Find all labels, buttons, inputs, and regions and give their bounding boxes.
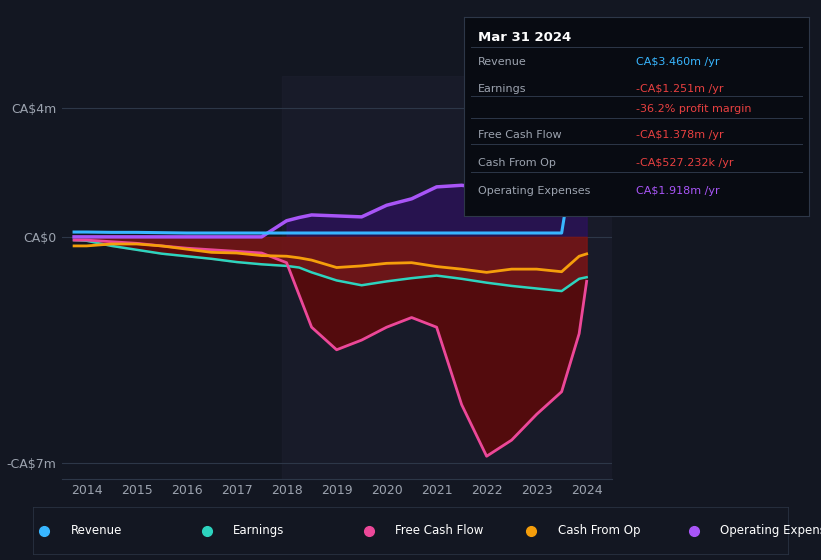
Text: Cash From Op: Cash From Op bbox=[557, 524, 640, 537]
Text: Operating Expenses: Operating Expenses bbox=[478, 186, 590, 196]
Text: Operating Expenses: Operating Expenses bbox=[720, 524, 821, 537]
Text: Revenue: Revenue bbox=[478, 57, 526, 67]
Bar bbox=[282, 76, 612, 479]
Text: Earnings: Earnings bbox=[478, 85, 526, 95]
Text: -36.2% profit margin: -36.2% profit margin bbox=[636, 104, 752, 114]
Text: Revenue: Revenue bbox=[71, 524, 122, 537]
Text: -CA$527.232k /yr: -CA$527.232k /yr bbox=[636, 158, 734, 168]
Text: -CA$1.251m /yr: -CA$1.251m /yr bbox=[636, 85, 724, 95]
Text: Earnings: Earnings bbox=[233, 524, 284, 537]
Text: CA$3.460m /yr: CA$3.460m /yr bbox=[636, 57, 720, 67]
Text: Mar 31 2024: Mar 31 2024 bbox=[478, 31, 571, 44]
Text: CA$1.918m /yr: CA$1.918m /yr bbox=[636, 186, 720, 196]
Text: Free Cash Flow: Free Cash Flow bbox=[396, 524, 484, 537]
Text: Free Cash Flow: Free Cash Flow bbox=[478, 130, 562, 140]
Text: -CA$1.378m /yr: -CA$1.378m /yr bbox=[636, 130, 724, 140]
Text: Cash From Op: Cash From Op bbox=[478, 158, 556, 168]
